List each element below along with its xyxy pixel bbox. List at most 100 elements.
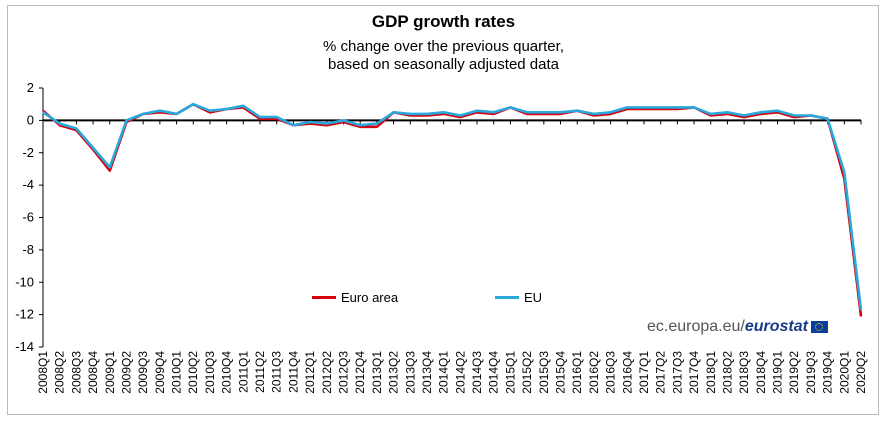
data-point-eu: [543, 111, 545, 113]
x-tick-label: 2019Q1: [771, 351, 785, 394]
data-point-eu: [426, 113, 428, 115]
data-point-eu: [810, 114, 812, 117]
data-point-eu: [676, 106, 678, 109]
x-tick-label: 2008Q3: [69, 351, 83, 394]
x-tick-label: 2017Q4: [687, 351, 701, 394]
data-point-eu: [593, 113, 595, 115]
legend-item-euro-area: Euro area: [312, 290, 398, 305]
x-tick-label: 2008Q1: [36, 351, 50, 394]
data-point-eu: [793, 114, 795, 117]
data-point-eu: [59, 123, 61, 125]
x-tick-label: 2017Q3: [670, 351, 684, 394]
data-point-eu: [242, 105, 244, 107]
data-point-euro-area: [42, 110, 44, 112]
x-tick-label: 2017Q1: [637, 351, 651, 394]
data-point-eu: [576, 110, 578, 112]
data-point-euro-area: [793, 116, 795, 118]
data-point-euro-area: [259, 118, 261, 120]
data-point-eu: [226, 108, 228, 110]
data-point-euro-area: [643, 108, 645, 110]
x-tick-label: 2008Q2: [53, 351, 67, 394]
legend-swatch-euro-area: [312, 296, 336, 299]
data-point-eu: [75, 127, 77, 130]
y-tick-label: 0: [27, 112, 34, 127]
x-tick-label: 2017Q2: [654, 351, 668, 394]
x-tick-label: 2012Q2: [320, 351, 334, 394]
x-tick-label: 2015Q4: [554, 351, 568, 394]
chart-title: GDP growth rates: [371, 12, 516, 31]
data-point-euro-area: [493, 113, 495, 115]
eu-flag-icon: [810, 321, 828, 333]
data-point-euro-area: [660, 108, 662, 110]
source-credit: ec.europa.eu/eurostat: [647, 318, 828, 336]
x-tick-label: 2011Q1: [236, 351, 250, 393]
data-point-eu: [476, 110, 478, 112]
data-point-euro-area: [743, 116, 745, 118]
x-tick-label: 2014Q3: [470, 351, 484, 394]
y-tick-label: -10: [15, 274, 34, 289]
data-point-eu: [660, 106, 662, 109]
x-tick-label: 2020Q2: [854, 351, 868, 394]
x-tick-label: 2011Q2: [253, 351, 267, 393]
y-tick-label: -12: [15, 307, 34, 322]
x-tick-label: 2010Q2: [186, 351, 200, 394]
x-tick-label: 2009Q3: [136, 351, 150, 394]
x-tick-label: 2013Q2: [387, 351, 401, 394]
x-tick-label: 2010Q4: [220, 351, 234, 394]
y-tick-label: -4: [22, 177, 34, 192]
data-point-eu: [209, 110, 211, 112]
series-line-eu: [42, 102, 863, 310]
chart-subtitle-line-1: % change over the previous quarter,: [323, 38, 564, 55]
x-tick-label: 2018Q4: [754, 351, 768, 394]
chart-subtitle-line-2: based on seasonally adjusted data: [327, 56, 559, 73]
data-point-euro-area: [326, 124, 328, 126]
x-tick-label: 2011Q3: [270, 351, 284, 393]
x-tick-label: 2016Q1: [570, 351, 584, 394]
chart-frame: [7, 5, 879, 415]
x-tick-label: 2014Q4: [487, 351, 501, 394]
x-tick-label: 2015Q2: [520, 351, 534, 394]
legend-swatch-eu: [495, 296, 519, 299]
data-point-eu: [776, 110, 779, 112]
data-point-eu: [359, 124, 361, 126]
data-point-eu: [526, 111, 528, 113]
x-tick-label: 2018Q3: [737, 351, 751, 394]
data-point-euro-area: [409, 114, 411, 117]
source-site: ec.europa.eu/: [647, 318, 745, 335]
data-point-eu: [42, 111, 44, 113]
data-point-eu: [843, 171, 845, 173]
x-tick-label: 2015Q3: [537, 351, 551, 394]
data-point-eu: [726, 111, 729, 113]
x-tick-label: 2019Q3: [804, 351, 818, 394]
data-point-eu: [392, 111, 395, 113]
data-point-eu: [493, 111, 495, 113]
data-point-eu: [175, 113, 178, 115]
x-tick-label: 2013Q1: [370, 351, 384, 394]
x-tick-label: 2019Q4: [821, 351, 835, 394]
data-point-euro-area: [209, 111, 211, 113]
source-brand: eurostat: [744, 318, 808, 335]
y-tick-label: -2: [22, 145, 34, 160]
data-point-eu: [125, 119, 128, 121]
data-point-eu: [509, 106, 512, 109]
x-tick-label: 2012Q3: [336, 351, 350, 394]
x-tick-label: 2010Q3: [203, 351, 217, 394]
data-point-eu: [109, 166, 111, 168]
y-tick-label: -14: [15, 339, 34, 354]
x-tick-label: 2018Q1: [704, 351, 718, 394]
data-point-eu: [626, 106, 628, 109]
data-point-eu: [693, 106, 695, 109]
data-point-euro-area: [860, 315, 862, 317]
data-point-euro-area: [593, 114, 595, 117]
x-tick-label: 2014Q2: [453, 351, 467, 394]
x-tick-label: 2009Q2: [119, 351, 133, 394]
data-point-eu: [142, 113, 144, 115]
data-point-eu: [159, 110, 161, 112]
data-point-euro-area: [710, 114, 712, 117]
data-point-euro-area: [459, 116, 461, 118]
y-tick-label: -6: [22, 210, 34, 225]
series-line-euro-area: [42, 102, 863, 317]
x-tick-label: 2009Q4: [153, 351, 167, 394]
data-point-eu: [710, 113, 712, 115]
